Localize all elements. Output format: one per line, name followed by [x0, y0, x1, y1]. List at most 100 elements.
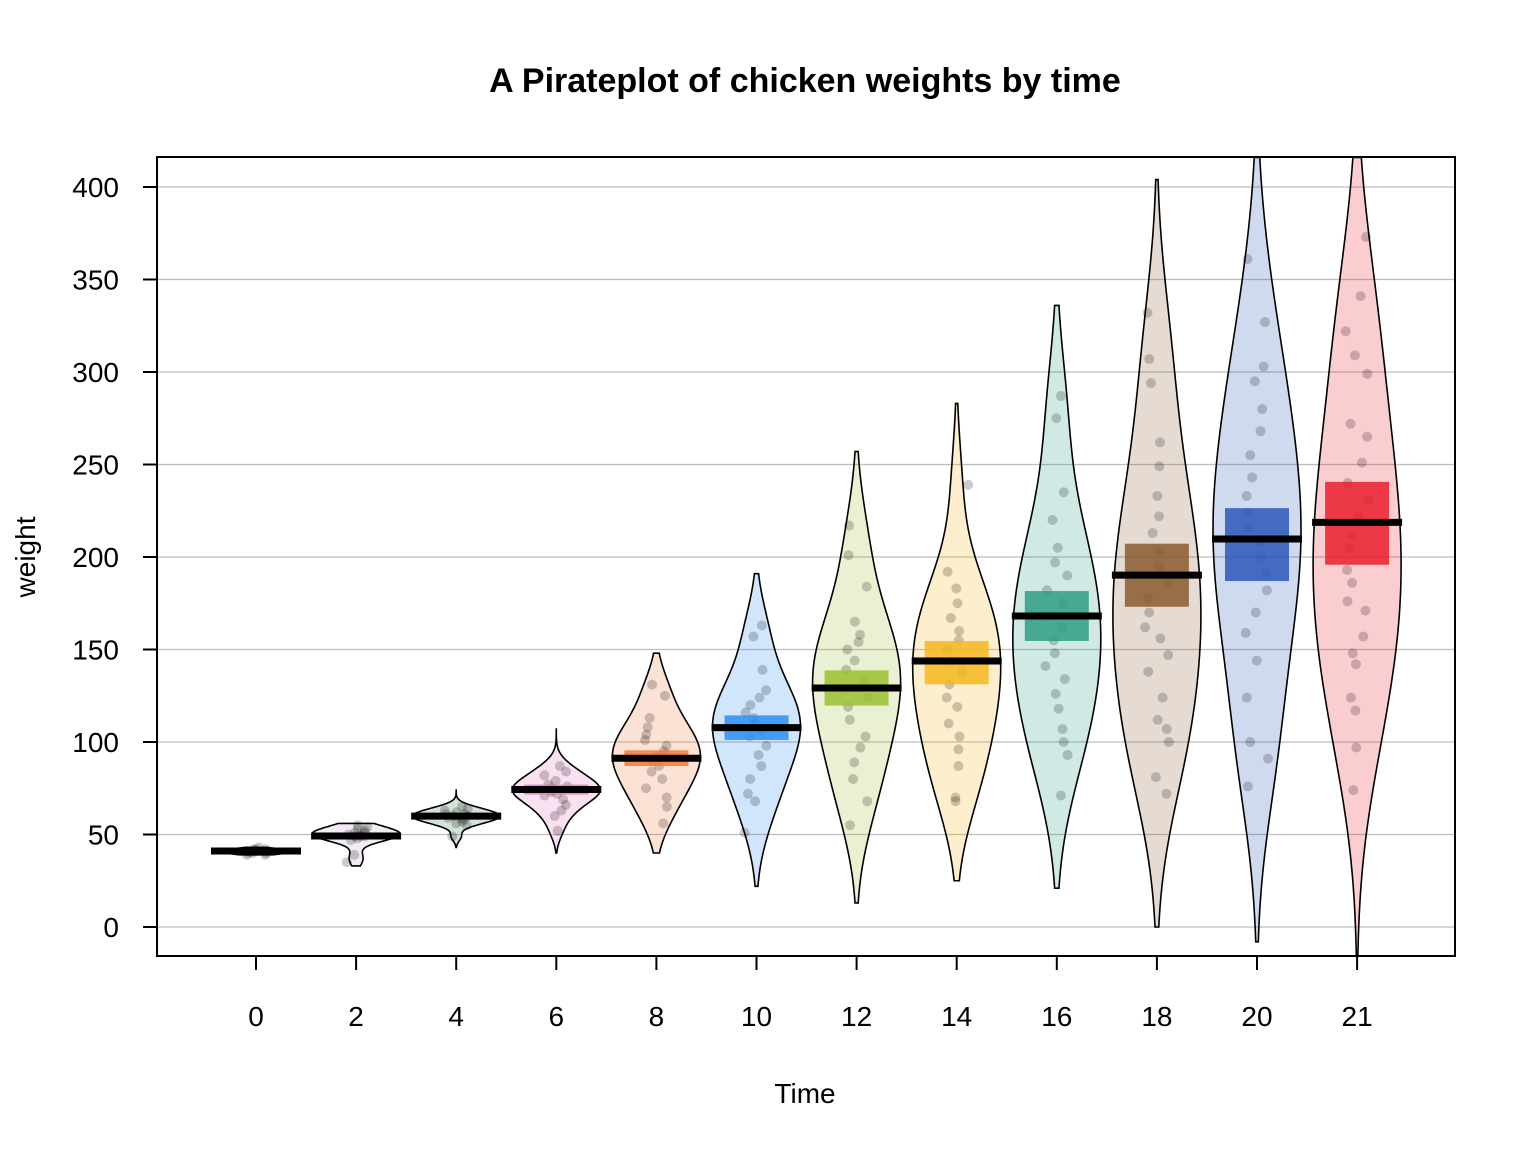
data-point [561, 766, 572, 777]
data-point [750, 796, 761, 807]
data-point [754, 692, 765, 703]
data-point [349, 849, 360, 860]
data-point [1261, 585, 1272, 596]
data-point [1163, 650, 1174, 661]
data-point [942, 566, 953, 577]
data-point [352, 823, 363, 834]
data-point [842, 644, 853, 655]
y-tick-label: 250 [72, 450, 119, 481]
data-point [352, 820, 363, 831]
data-point [549, 811, 560, 821]
data-point [740, 707, 751, 718]
x-tick-label: 8 [649, 1001, 665, 1032]
data-point [844, 714, 855, 725]
data-point [753, 749, 764, 760]
data-point [1050, 557, 1061, 568]
data-point [1152, 490, 1163, 501]
data-point [1040, 661, 1051, 672]
data-point [844, 520, 855, 531]
data-point [1356, 457, 1367, 468]
data-point [644, 712, 655, 723]
data-point [845, 820, 856, 831]
data-point [954, 731, 965, 742]
data-point [1247, 472, 1258, 483]
data-point [1144, 354, 1155, 365]
x-tick-label: 10 [741, 1001, 772, 1032]
ci-band-20 [1225, 508, 1289, 582]
data-point [1348, 785, 1359, 796]
data-point [1340, 326, 1351, 337]
x-tick-label: 14 [941, 1001, 972, 1032]
data-point [1053, 703, 1064, 714]
data-point [1342, 596, 1353, 607]
data-point [963, 479, 974, 490]
data-point [1154, 461, 1165, 472]
data-point [451, 818, 462, 829]
data-point [862, 796, 873, 807]
data-point [641, 783, 652, 794]
data-point [1140, 622, 1151, 633]
data-point [661, 740, 672, 751]
data-point [1145, 378, 1156, 389]
data-point [1251, 655, 1262, 666]
data-point [950, 796, 961, 807]
y-tick-label: 400 [72, 172, 119, 203]
data-point [1350, 705, 1361, 716]
data-point [1161, 788, 1172, 799]
data-point [1051, 413, 1062, 424]
y-tick-label: 200 [72, 542, 119, 573]
data-point [1362, 368, 1373, 379]
data-point [1052, 542, 1063, 553]
data-point [748, 631, 759, 642]
x-tick-label: 18 [1141, 1001, 1172, 1032]
y-tick-label: 50 [88, 820, 119, 851]
data-point [860, 731, 871, 742]
data-point [953, 761, 964, 772]
data-point [1147, 527, 1158, 538]
data-point [661, 792, 672, 803]
x-axis: 0 2 4 6 8 10 12 14 16 18 20 21 [248, 956, 1373, 1032]
data-point [742, 788, 753, 799]
data-point [1258, 361, 1269, 372]
x-tick-label: 12 [841, 1001, 872, 1032]
data-point [954, 626, 965, 636]
data-point [550, 775, 561, 786]
data-point [1058, 487, 1069, 498]
x-tick-label: 4 [448, 1001, 464, 1032]
x-tick-label: 0 [248, 1001, 264, 1032]
data-point [739, 827, 750, 838]
data-point [848, 774, 859, 784]
data-point [1062, 749, 1073, 760]
data-point [1062, 570, 1073, 581]
data-point [558, 794, 569, 805]
data-point [1255, 426, 1266, 437]
data-point [456, 801, 467, 812]
y-tick-label: 350 [72, 265, 119, 296]
data-point [1361, 231, 1372, 242]
data-point [657, 774, 668, 784]
data-point [1157, 692, 1168, 703]
x-tick-label: 2 [348, 1001, 364, 1032]
data-point [745, 700, 756, 710]
data-point [1242, 254, 1253, 265]
y-tick-label: 100 [72, 727, 119, 758]
data-point [1250, 607, 1261, 618]
data-point [1351, 742, 1362, 753]
data-point [941, 692, 952, 703]
data-point [953, 744, 964, 755]
data-point [1350, 659, 1361, 670]
data-point [1154, 511, 1165, 522]
data-point [950, 792, 961, 803]
chart-title: A Pirateplot of chicken weights by time [489, 62, 1121, 100]
data-point [853, 637, 864, 648]
data-point [362, 822, 373, 833]
data-point [951, 583, 962, 594]
x-tick-label: 6 [549, 1001, 565, 1032]
data-point [1257, 404, 1268, 414]
data-point [1345, 692, 1356, 703]
data-point [943, 718, 954, 729]
data-point [556, 805, 567, 816]
data-point [952, 701, 963, 712]
y-tick-label: 150 [72, 635, 119, 666]
